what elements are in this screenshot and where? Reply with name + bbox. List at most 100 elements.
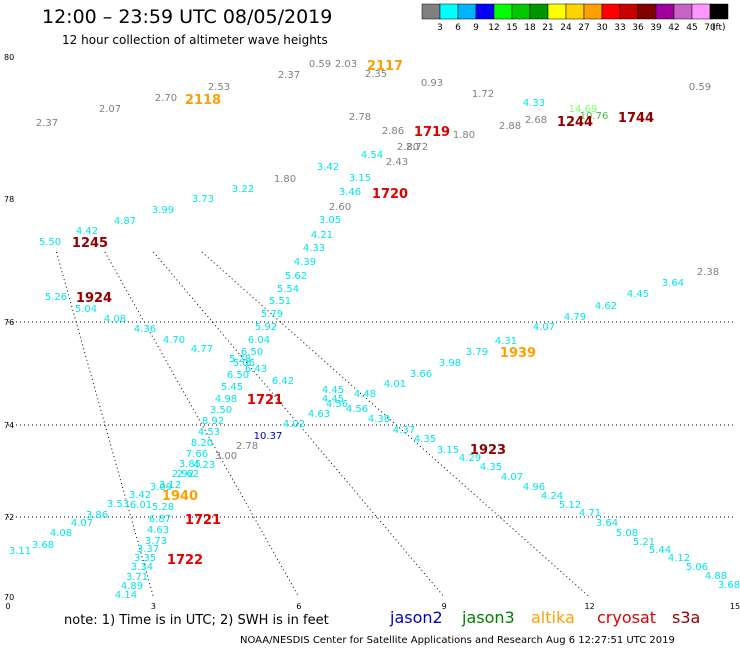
swh-value-label: 3.73 [145, 536, 167, 547]
swh-value-label: 3.71 [126, 572, 148, 583]
swh-value-label: 4.02 [283, 419, 305, 430]
swh-value-label: 6.04 [248, 335, 270, 346]
swh-value-label: 4.87 [114, 216, 136, 227]
swh-value-label: 3.64 [596, 518, 618, 529]
swh-value-label: 4.54 [361, 150, 383, 161]
colorbar-swatch [529, 3, 549, 20]
colorbar-swatch [439, 3, 459, 20]
swh-value-label: 4.14 [115, 590, 137, 601]
swh-value-label: 6.42 [272, 376, 294, 387]
swh-value-label: 4.45 [322, 394, 344, 405]
colorbar-tick: 21 [542, 23, 553, 33]
swh-value-label: 4.77 [191, 344, 213, 355]
swh-value-label: 6.50 [227, 370, 249, 381]
colorbar-tick: 12 [488, 23, 499, 33]
swh-value-label: 4.98 [215, 394, 237, 405]
colorbar-swatch [493, 3, 513, 20]
colorbar-swatch [637, 3, 657, 20]
y-tick-label: 74 [4, 421, 14, 430]
credit-footer: NOAA/NESDIS Center for Satellite Applica… [240, 635, 675, 646]
swh-value-label: 4.33 [523, 98, 545, 109]
pass-time-label: 1939 [500, 346, 536, 361]
colorbar-tick: 36 [632, 23, 644, 33]
satellite-name-jason3: jason3 [462, 608, 515, 627]
swh-value-label: 3.00 [215, 451, 237, 462]
swh-value-label: 2.07 [99, 104, 121, 115]
swh-value-label: 2.88 [499, 121, 521, 132]
colorbar-tick: 30 [596, 23, 608, 33]
swh-value-label: 3.42 [317, 162, 339, 173]
swh-value-label: 5.06 [233, 358, 255, 369]
swh-value-label: 4.29 [459, 453, 481, 464]
colorbar-tick: 70 [704, 23, 716, 33]
swh-value-label: 5.44 [649, 545, 671, 556]
swh-value-label: 3.98 [439, 358, 461, 369]
colorbar-tick: 24 [560, 23, 572, 33]
swh-value-label: 4.53 [198, 427, 220, 438]
swh-value-label: 2.37 [278, 70, 300, 81]
swh-value-label: 3.46 [339, 187, 361, 198]
pass-time-label: 1719 [414, 125, 450, 140]
satellite-name-cryosat: cryosat [597, 608, 657, 627]
swh-value-label: 4.08 [50, 528, 72, 539]
swh-value-label: 5.26 [45, 292, 67, 303]
colorbar-legend: 3 6 9 12 15 18 21 24 27 30 33 36 39 42 45 70(ft) [421, 3, 729, 33]
x-tick-label: 3 [151, 602, 156, 611]
pass-time-label: 1940 [162, 489, 198, 504]
swh-value-label: 7.66 [186, 449, 208, 460]
swh-value-label: 4.35 [480, 462, 502, 473]
pass-time-label: 1924 [76, 291, 112, 306]
x-tick-label: 15 [730, 602, 740, 611]
swh-value-label: 2.37 [36, 118, 58, 129]
swh-value-label: 3.79 [466, 347, 488, 358]
swh-value-label: 4.45 [322, 385, 344, 396]
swh-value-label: 10.76 [580, 111, 609, 122]
swh-value-label: 3.35 [134, 553, 156, 564]
swh-value-label: 3.73 [192, 194, 214, 205]
swh-value-label: 5.50 [39, 237, 61, 248]
swh-value-label: 14.69 [569, 104, 598, 115]
swh-value-label: 3.12 [159, 480, 181, 491]
swh-value-label: 4.96 [523, 482, 545, 493]
page-subtitle: 12 hour collection of altimeter wave hei… [62, 33, 328, 47]
swh-value-label: 3.85 [179, 459, 201, 470]
y-tick-label: 72 [4, 513, 14, 522]
gridline-vertical [201, 251, 590, 598]
pass-time-label: 1923 [470, 443, 506, 458]
swh-value-label: 3.42 [129, 490, 151, 501]
swh-value-label: 4.71 [579, 508, 601, 519]
swh-value-label: 3.53 [107, 499, 129, 510]
swh-value-label: 5.92 [255, 322, 277, 333]
swh-value-label: 5.45 [221, 382, 243, 393]
swh-value-label: 4.24 [541, 491, 563, 502]
swh-value-label: 4.33 [303, 243, 325, 254]
swh-value-label: 4.07 [71, 518, 93, 529]
swh-value-label: 4.70 [163, 335, 185, 346]
swh-value-label: 4.36 [134, 324, 156, 335]
colorbar-swatch [421, 3, 441, 20]
swh-value-label: 1.72 [472, 89, 494, 100]
swh-value-label: 2.68 [525, 115, 547, 126]
colorbar-swatch [709, 3, 729, 20]
pass-time-label: 2118 [185, 93, 221, 108]
colorbar-unit: (ft) [712, 23, 726, 33]
swh-value-label: 5.51 [269, 296, 291, 307]
swh-value-label: 4.63 [308, 409, 330, 420]
swh-value-label: 2.70 [155, 93, 177, 104]
pass-time-label: 1744 [618, 111, 654, 126]
swh-value-label: 1.80 [274, 174, 296, 185]
swh-value-label: 3.99 [152, 205, 174, 216]
satellite-name-s3a: s3a [672, 608, 701, 627]
swh-value-label: 3.68 [32, 540, 54, 551]
colorbar-swatch [565, 3, 585, 20]
swh-value-label: 10.37 [254, 431, 283, 442]
footnote: note: 1) Time is in UTC; 2) SWH is in fe… [64, 613, 329, 628]
swh-value-label: 5.28 [229, 354, 251, 365]
swh-value-label: 5.79 [261, 309, 283, 320]
swh-value-label: 5.08 [616, 528, 638, 539]
swh-value-label: 5.28 [152, 502, 174, 513]
swh-value-label: 4.39 [294, 257, 316, 268]
swh-value-label: 3.86 [86, 510, 108, 521]
swh-value-label: 2.80 [397, 142, 419, 153]
